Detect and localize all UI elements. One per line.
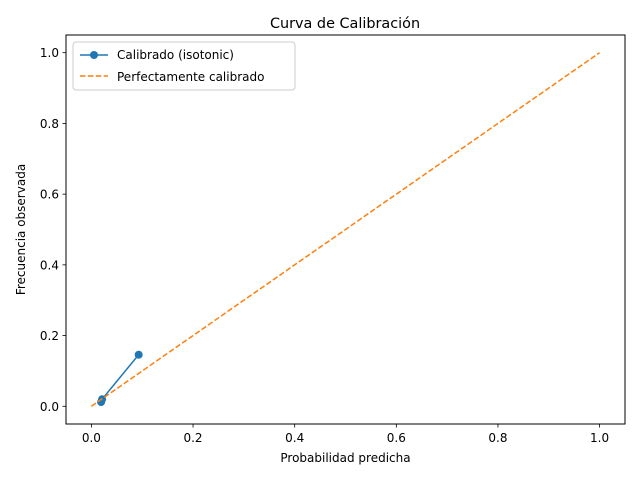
x-tick-label: 0.8 [488,431,507,445]
y-tick-label: 0.6 [40,188,59,202]
y-tick-label: 0.8 [40,117,59,131]
legend-label-perfecto: Perfectamente calibrado [117,70,264,84]
y-tick-label: 1.0 [40,46,59,60]
legend-marker-calibrado [90,51,98,59]
ticks: 0.0 0.2 0.4 0.6 0.8 1.0 0.0 0.2 0.4 0.6 0.8 1.0 [40,46,609,445]
legend: Calibrado (isotonic) Perfectamente calib… [72,41,296,91]
legend-box [72,41,296,91]
chart-title: Curva de Calibración [270,16,420,32]
y-tick-label: 0.0 [40,400,59,414]
x-tick-label: 0.4 [285,431,304,445]
axes-frame [65,34,626,425]
x-tick-label: 0.6 [387,431,406,445]
x-tick-label: 1.0 [590,431,609,445]
y-tick-label: 0.4 [40,258,59,272]
series-line-1 [90,52,601,407]
legend-label-calibrado: Calibrado (isotonic) [117,48,234,62]
y-axis-label: Frecuencia observada [14,164,28,295]
x-tick-label: 0.2 [183,431,202,445]
plot-area [90,52,601,407]
x-axis-label: Probabilidad predicha [280,451,410,465]
series-0-point [134,350,143,359]
x-tick-label: 0.0 [82,431,101,445]
y-tick-label: 0.2 [40,329,59,343]
